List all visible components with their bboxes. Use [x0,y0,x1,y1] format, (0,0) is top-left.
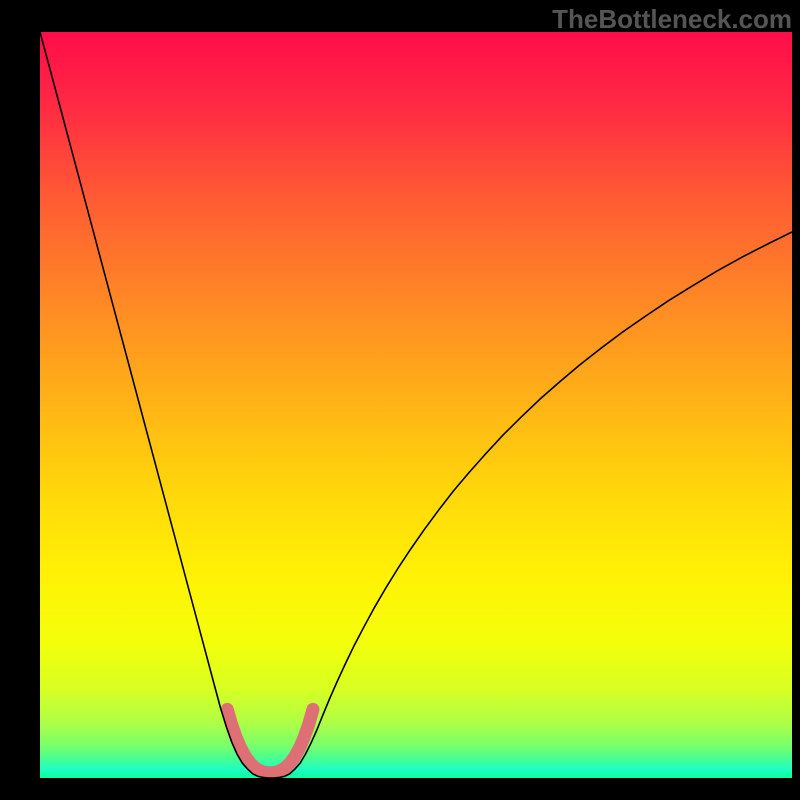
watermark-text: TheBottleneck.com [552,4,792,35]
chart-svg [40,32,792,778]
plot-area [40,32,792,778]
gradient-background [40,32,792,778]
